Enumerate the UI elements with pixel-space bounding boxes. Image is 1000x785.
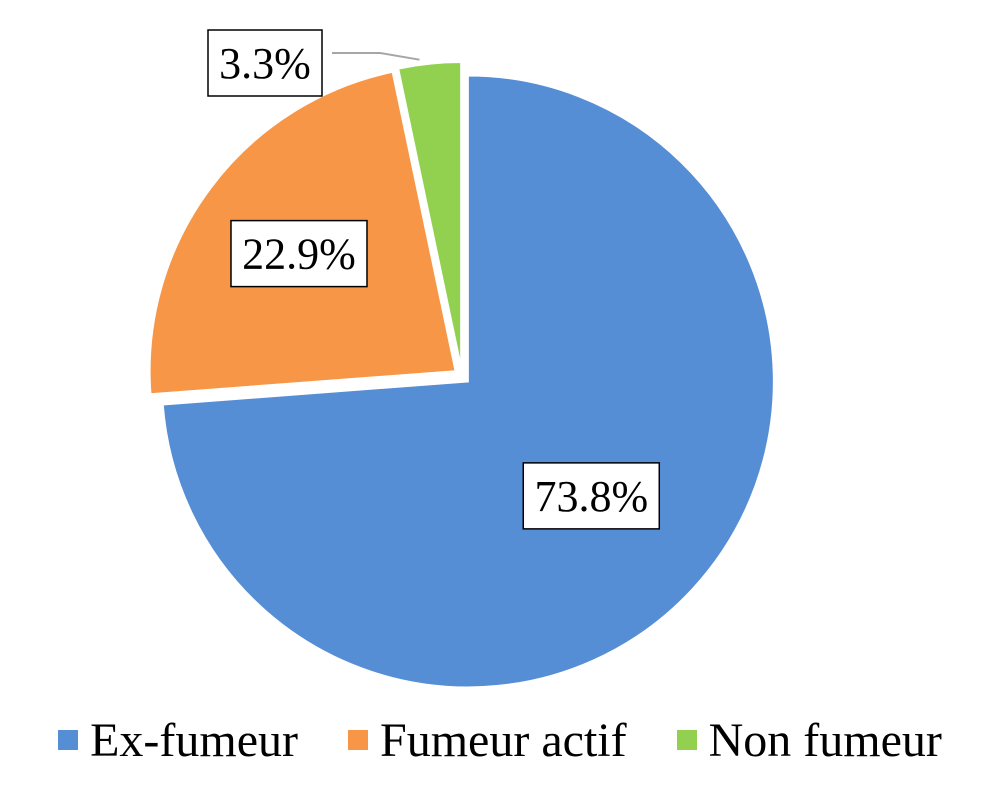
data-label-text-ex-fumeur: 73.8% <box>534 472 648 521</box>
data-label-fumeur-actif: 22.9% <box>230 219 368 288</box>
data-label-ex-fumeur: 73.8% <box>522 462 661 530</box>
data-label-text-fumeur-actif: 22.9% <box>242 230 356 279</box>
legend-item-ex-fumeur: Ex-fumeur <box>58 713 298 768</box>
legend-label-fumeur-actif: Fumeur actif <box>380 713 627 767</box>
pie-chart: 73.8% 22.9% 3.3% <box>148 29 775 689</box>
legend-item-fumeur-actif: Fumeur actif <box>348 713 627 768</box>
pie-slice-non-fumeur <box>396 61 463 369</box>
data-label-box-ex-fumeur <box>522 462 661 530</box>
legend-swatch-non-fumeur <box>676 730 697 750</box>
data-label-text-non-fumeur: 3.3% <box>219 39 311 88</box>
legend: Ex-fumeur Fumeur actif Non fumeur <box>0 700 1000 780</box>
legend-label-ex-fumeur: Ex-fumeur <box>90 713 299 767</box>
data-label-box-non-fumeur <box>207 29 323 97</box>
legend-label-non-fumeur: Non fumeur <box>708 713 942 767</box>
data-label-box-fumeur-actif <box>230 219 368 288</box>
pie-slice-ex-fumeur <box>161 74 775 689</box>
legend-item-non-fumeur: Non fumeur <box>676 713 942 768</box>
leader-line-non-fumeur <box>332 52 420 61</box>
legend-swatch-fumeur-actif <box>348 730 369 750</box>
legend-swatch-ex-fumeur <box>58 730 79 750</box>
data-label-non-fumeur: 3.3% <box>207 29 323 97</box>
